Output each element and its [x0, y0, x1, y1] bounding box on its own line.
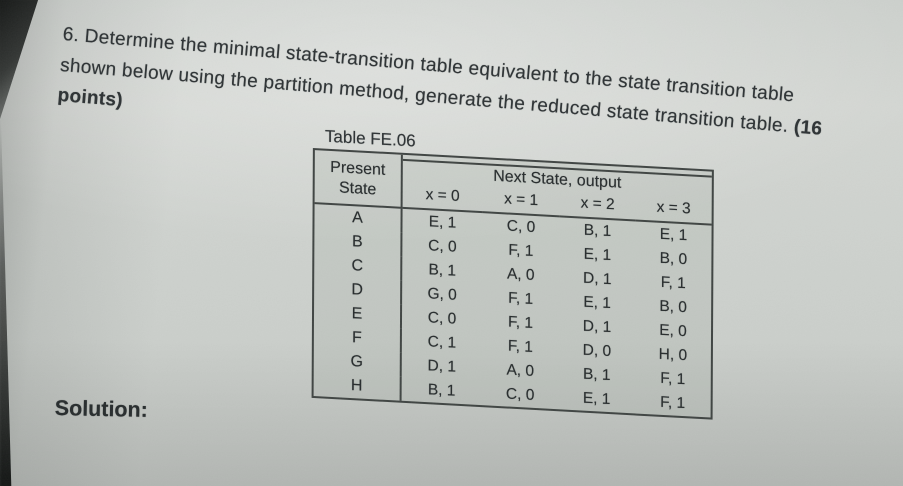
- table-block: Table FE.06 Present State Next State, ou…: [311, 126, 714, 420]
- input-column-header: x = 2: [559, 191, 636, 222]
- question-text-bold-segment: (16: [793, 115, 824, 140]
- input-column-header: x = 3: [635, 195, 712, 226]
- next-state-output-cell: B, 1: [427, 381, 456, 400]
- present-state-header: Present State: [314, 150, 403, 209]
- next-state-output-cell: F, 1: [660, 393, 686, 413]
- present-state-cell: H: [313, 372, 402, 401]
- next-state-output-cell: E, 1: [582, 389, 611, 409]
- question-text-bold-segment: points): [56, 84, 124, 112]
- next-state-output-cell: C, 0: [505, 385, 535, 404]
- solution-label: Solution:: [54, 396, 149, 422]
